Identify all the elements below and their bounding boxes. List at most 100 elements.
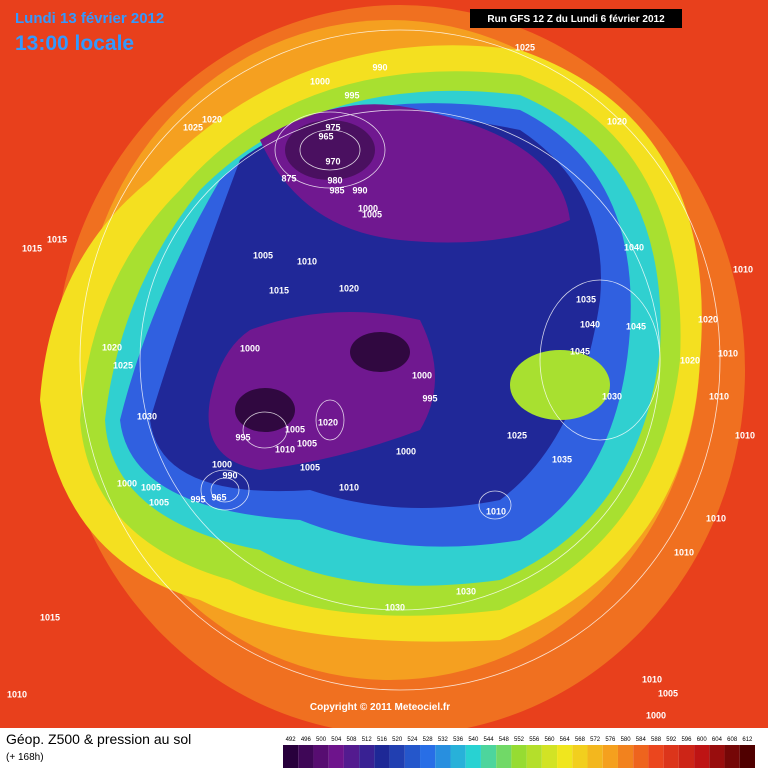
colorbar-label: 608 — [727, 737, 738, 743]
pressure-label: 1000 — [358, 203, 378, 213]
pressure-label: 1030 — [602, 391, 622, 401]
colorbar-label: 580 — [621, 737, 632, 743]
colorbar-label: 508 — [347, 737, 358, 743]
pressure-label: 1020 — [607, 116, 627, 126]
colorbar-label: 528 — [423, 737, 434, 743]
pressure-label: 1015 — [269, 285, 289, 295]
pressure-label: 985 — [329, 185, 344, 195]
color-swatch — [328, 745, 344, 768]
pressure-label: 990 — [222, 470, 237, 480]
colorbar-label: 588 — [651, 737, 662, 743]
colorbar-label: 496 — [301, 737, 312, 743]
colorbar-label: 604 — [712, 737, 723, 743]
colorbar-label: 596 — [681, 737, 692, 743]
pressure-label: 1000 — [412, 370, 432, 380]
color-swatch — [709, 745, 725, 768]
colorbar: 492 496 500 504 508 512 516 520 524 528 532 536 540 5… — [283, 737, 755, 768]
pressure-label: 1035 — [552, 454, 572, 464]
color-swatch — [572, 745, 588, 768]
color-swatch — [617, 745, 634, 768]
forecast-time: 13:00 locale — [15, 32, 134, 55]
colorbar-label: 612 — [742, 737, 753, 743]
pressure-label: 1010 — [339, 482, 359, 492]
pressure-label: 995 — [235, 432, 250, 442]
pressure-label: 1045 — [626, 321, 646, 331]
colorbar-label: 540 — [468, 737, 479, 743]
color-swatch — [465, 745, 481, 768]
copyright: Copyright © 2011 Meteociel.fr — [310, 702, 450, 713]
color-swatch — [557, 745, 573, 768]
pressure-label: 1010 — [709, 391, 729, 401]
pressure-label: 1010 — [486, 506, 506, 516]
colorbar-label: 516 — [377, 737, 388, 743]
colorbar-label: 560 — [544, 737, 555, 743]
pressure-label: 990 — [352, 185, 367, 195]
color-swatch — [648, 745, 664, 768]
colorbar-label: 524 — [407, 737, 418, 743]
pressure-label: 1005 — [362, 209, 382, 219]
footer-title: Géop. Z500 & pression au sol — [6, 731, 191, 747]
color-swatch — [480, 745, 497, 768]
colorbar-label: 544 — [484, 737, 495, 743]
pressure-label: 1015 — [40, 612, 60, 622]
run-info: Run GFS 12 Z du Lundi 6 février 2012 — [487, 14, 665, 25]
footer-subtitle: (+ 168h) — [6, 752, 44, 763]
pressure-label: 995 — [190, 494, 205, 504]
pressure-label: 1010 — [706, 513, 726, 523]
pressure-label: 1025 — [183, 122, 203, 132]
pressure-label: 995 — [344, 90, 359, 100]
color-swatch — [450, 745, 466, 768]
pressure-label: 1005 — [149, 497, 169, 507]
pressure-label: 1045 — [570, 346, 590, 356]
pressure-label: 1005 — [658, 688, 678, 698]
pressure-label: 1000 — [240, 343, 260, 353]
color-swatch — [678, 745, 695, 768]
color-swatch — [724, 745, 740, 768]
pressure-label: 1015 — [22, 243, 42, 253]
pressure-label: 1000 — [310, 76, 330, 86]
color-swatch — [496, 745, 512, 768]
pressure-label: 1010 — [733, 264, 753, 274]
pressure-label: 965 — [211, 492, 226, 502]
pressure-label: 980 — [327, 175, 342, 185]
colorbar-label: 504 — [331, 737, 342, 743]
pressure-label: 1030 — [385, 602, 405, 612]
pressure-label: 1010 — [642, 674, 662, 684]
forecast-date: Lundi 13 février 2012 — [15, 10, 164, 27]
pressure-label: 1000 — [646, 710, 666, 720]
colorbar-label: 564 — [560, 737, 571, 743]
pressure-label: 1010 — [7, 689, 27, 699]
colorbar-label: 520 — [392, 737, 403, 743]
color-swatch — [420, 745, 436, 768]
pressure-label: 1000 — [212, 459, 232, 469]
colorbar-label: 600 — [697, 737, 708, 743]
pressure-label: 1025 — [515, 42, 535, 52]
pressure-label: 995 — [422, 393, 437, 403]
pressure-label: 1020 — [102, 342, 122, 352]
colorbar-label: 492 — [286, 737, 297, 743]
colorbar-label: 548 — [499, 737, 510, 743]
pressure-label: 875 — [281, 173, 296, 183]
colorbar-label: 584 — [636, 737, 647, 743]
pressure-label: 1020 — [680, 355, 700, 365]
colorbar-label: 572 — [590, 737, 601, 743]
colorbar-label: 532 — [438, 737, 449, 743]
color-swatch — [587, 745, 603, 768]
pressure-label: 970 — [325, 156, 340, 166]
pressure-label: 1010 — [297, 256, 317, 266]
pressure-label: 1005 — [141, 482, 161, 492]
pressure-label: 1000 — [396, 446, 416, 456]
color-swatch — [633, 745, 649, 768]
pressure-label: 1030 — [456, 586, 476, 596]
color-swatch — [343, 745, 360, 768]
colorbar-label: 552 — [514, 737, 525, 743]
pressure-label: 1025 — [507, 430, 527, 440]
pressure-label: 1035 — [576, 294, 596, 304]
colorbar-label: 512 — [362, 737, 373, 743]
map — [0, 0, 768, 728]
colorbar-label: 556 — [529, 737, 540, 743]
pressure-label: 1020 — [698, 314, 718, 324]
pressure-label: 1010 — [718, 348, 738, 358]
color-swatch — [404, 745, 421, 768]
